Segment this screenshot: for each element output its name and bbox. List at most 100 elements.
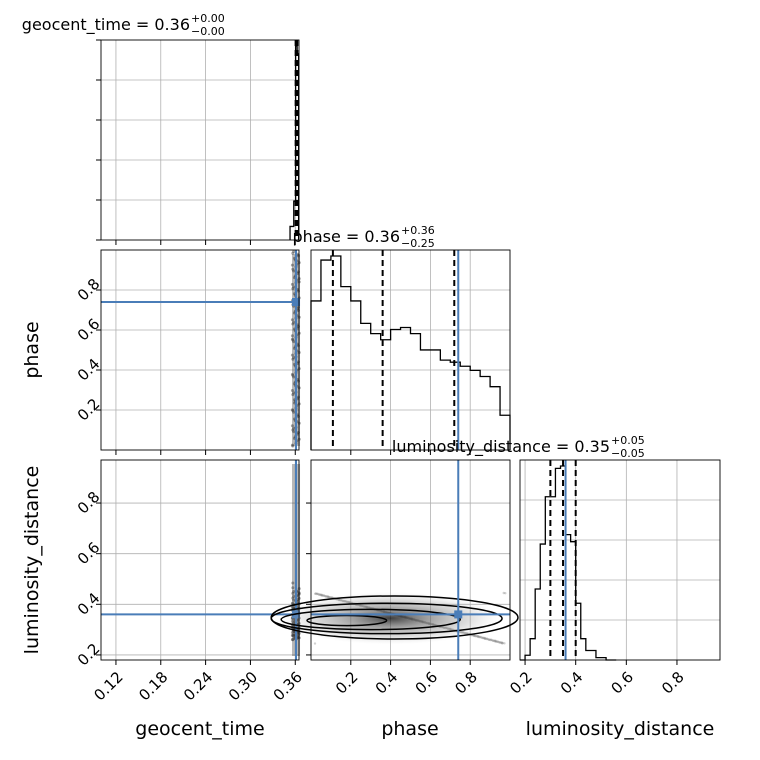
scatter-point (290, 318, 294, 322)
scatter-point (318, 593, 321, 596)
scatter-point (484, 637, 487, 640)
x-axis-label: luminosity_distance (526, 718, 715, 740)
x-tick-label: 0.30 (225, 668, 261, 704)
scatter-point (481, 636, 484, 640)
truth-marker (292, 298, 301, 306)
scatter-point (495, 640, 499, 644)
scatter-point (504, 592, 507, 595)
title-plus: +0.00 (191, 12, 225, 25)
scatter-point (483, 637, 487, 641)
scatter-point (474, 635, 478, 638)
panel-title-geocent_time: geocent_time = 0.36 +0.00−0.00 (22, 12, 225, 38)
scatter-point (473, 634, 477, 637)
title-minus: −0.25 (401, 237, 435, 250)
scatter-point (477, 635, 481, 638)
panel-1-1 (310, 249, 511, 455)
scatter-point (291, 357, 295, 361)
scatter-point (316, 592, 319, 595)
histogram-step (310, 255, 511, 450)
scatter-point (291, 287, 295, 291)
x-axis-label: geocent_time (135, 718, 264, 740)
scatter-point (485, 637, 489, 640)
y-tick-label: 0.4 (74, 589, 104, 619)
y-axis-label: phase (21, 321, 43, 378)
scatter-point (317, 593, 320, 596)
panel-2-0: 0.12 0.18 0.24 0.30 0.36 0.2 0.4 0.6 0.8 (74, 459, 306, 704)
scatter-point (322, 594, 325, 598)
x-tick-label: 0.8 (658, 668, 688, 698)
scatter-point (318, 593, 322, 596)
contour-line (280, 608, 462, 631)
scatter-point (291, 393, 295, 397)
title-plus: +0.05 (611, 434, 645, 447)
scatter-point (483, 636, 486, 640)
scatter-point (291, 581, 295, 585)
y-tick-label: 0.6 (74, 539, 104, 569)
scatter-point (485, 637, 488, 641)
scatter-point (488, 638, 491, 641)
x-tick-label: 0.8 (451, 668, 481, 698)
scatter-point (290, 443, 294, 447)
scatter-point (494, 639, 497, 642)
x-tick-label: 0.2 (506, 668, 536, 698)
y-axis-label: luminosity_distance (21, 466, 43, 655)
panel-frame (100, 459, 300, 661)
scatter-point (487, 638, 491, 642)
title-minus: −0.05 (611, 447, 645, 460)
scatter-point (321, 594, 324, 597)
scatter-point (292, 598, 296, 602)
scatter-point (501, 641, 505, 645)
scatter-point (313, 642, 317, 645)
y-tick-label: 0.8 (74, 488, 104, 518)
scatter-point (493, 639, 496, 643)
y-tick-label: 0.6 (74, 315, 104, 345)
scatter-point (292, 375, 296, 379)
scatter-point (313, 592, 317, 595)
scatter-point (475, 634, 478, 638)
scatter-point (479, 635, 482, 639)
scatter-point (496, 640, 500, 643)
title-plus: +0.36 (401, 224, 435, 237)
scatter-point (491, 639, 495, 643)
scatter-point (500, 642, 504, 645)
scatter-point (292, 269, 296, 273)
y-tick-label: 0.2 (74, 640, 104, 670)
scatter-point (494, 640, 497, 643)
scatter-point (490, 638, 493, 641)
scatter-point (495, 640, 498, 643)
panel-frame (100, 39, 300, 241)
scatter-point (503, 642, 506, 645)
scatter-point (478, 636, 482, 639)
x-tick-label: 0.6 (412, 668, 442, 698)
scatter-point (323, 594, 327, 598)
scatter-point (489, 638, 492, 642)
x-tick-label: 0.18 (135, 668, 171, 704)
scatter-point (477, 635, 480, 639)
scatter-point (290, 282, 294, 286)
title-main: luminosity_distance = 0.35 (392, 437, 610, 457)
scatter-point (486, 638, 490, 641)
scatter-point (290, 372, 294, 376)
scatter-point (492, 639, 495, 642)
scatter-point (290, 388, 294, 392)
panel-title-luminosity_distance: luminosity_distance = 0.35 +0.05−0.05 (392, 434, 645, 460)
x-tick-label: 0.36 (270, 668, 306, 704)
scatter-point (482, 637, 486, 640)
truth-marker (454, 610, 463, 619)
scatter-point (292, 594, 296, 598)
scatter-point (476, 634, 480, 638)
x-tick-label: 0.12 (90, 668, 126, 704)
y-tick-label: 0.8 (74, 275, 104, 305)
scatter-point (481, 636, 485, 639)
scatter-point (290, 263, 294, 267)
contour-line (270, 602, 503, 635)
scatter-point (290, 424, 294, 428)
scatter-point (319, 593, 323, 597)
scatter-point (290, 408, 294, 412)
x-tick-label: 0.24 (180, 668, 216, 704)
y-tick-label: 0.2 (74, 395, 104, 425)
title-minus: −0.00 (191, 25, 225, 38)
panel-1-0: 0.2 0.4 0.6 0.8 (74, 249, 301, 455)
scatter-point (290, 337, 294, 341)
